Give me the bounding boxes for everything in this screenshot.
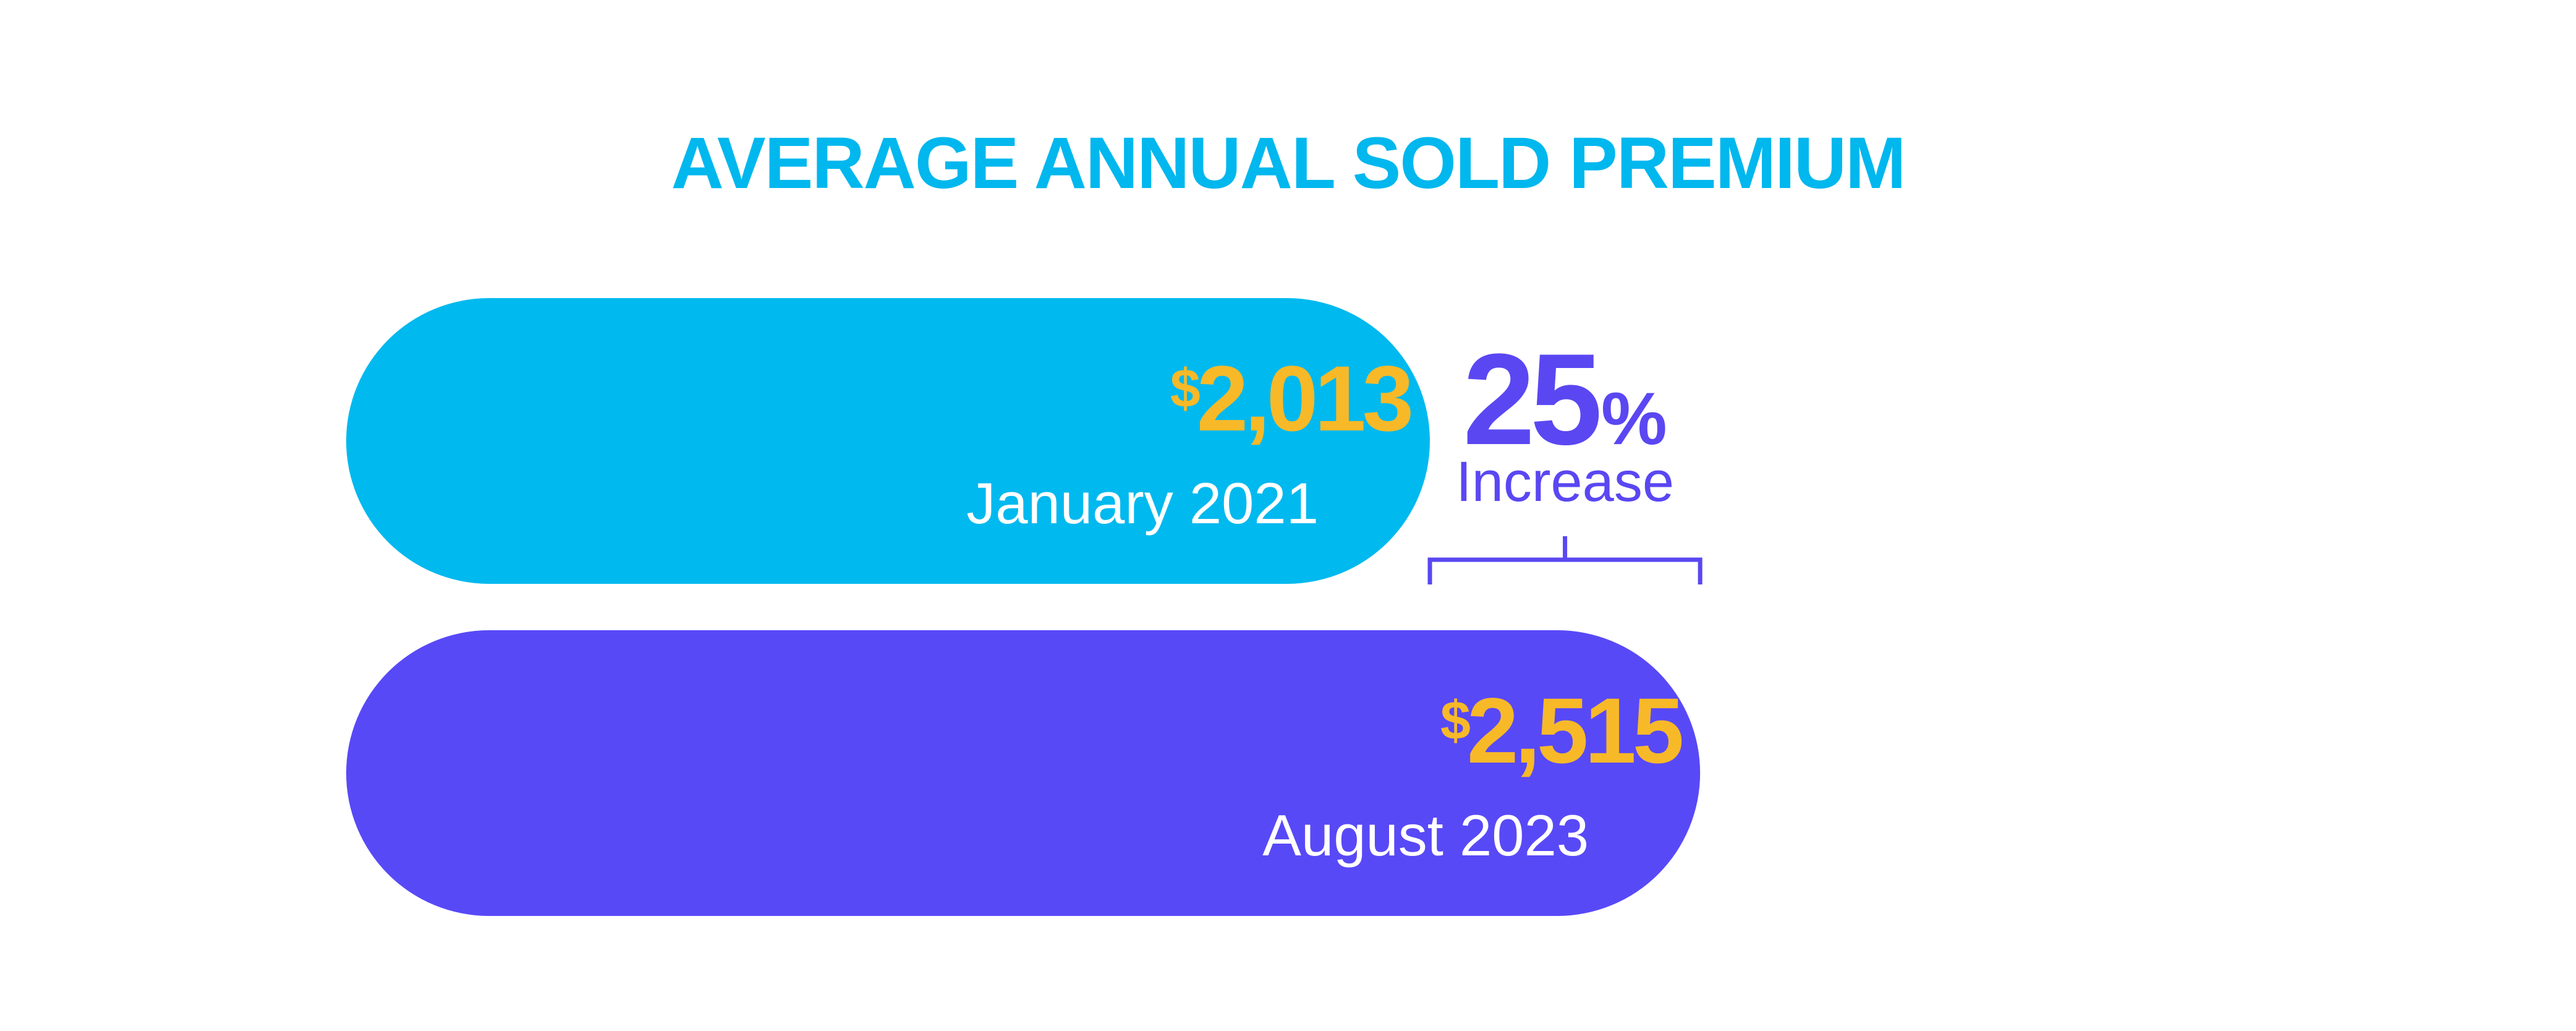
currency-symbol: $ — [1440, 690, 1470, 751]
chart-title: AVERAGE ANNUAL SOLD PREMIUM — [671, 122, 1906, 204]
bar-group: $2,013 January 2021 — [346, 298, 1430, 584]
bar-value: 2,515 — [1467, 678, 1682, 782]
currency-symbol: $ — [1170, 357, 1200, 419]
change-bracket — [1427, 536, 1702, 584]
bar — [346, 298, 1430, 584]
change-value: 25 — [1463, 327, 1599, 472]
change-percent: 25% — [1463, 327, 1667, 472]
bars-layer: $2,013 January 2021 $2,515 August 2023 — [346, 298, 1701, 916]
bar-category-label: August 2023 — [1262, 803, 1589, 868]
change-unit: % — [1601, 377, 1667, 460]
bar-value: 2,013 — [1197, 346, 1411, 450]
bar-value-label: $2,013 — [1170, 346, 1411, 450]
bar-value-label: $2,515 — [1440, 678, 1682, 782]
bar-group: $2,515 August 2023 — [346, 630, 1701, 916]
change-annotation: 25%Increase — [1427, 327, 1702, 584]
change-label: Increase — [1456, 450, 1674, 513]
bar-category-label: January 2021 — [966, 471, 1319, 536]
bar — [346, 630, 1701, 916]
